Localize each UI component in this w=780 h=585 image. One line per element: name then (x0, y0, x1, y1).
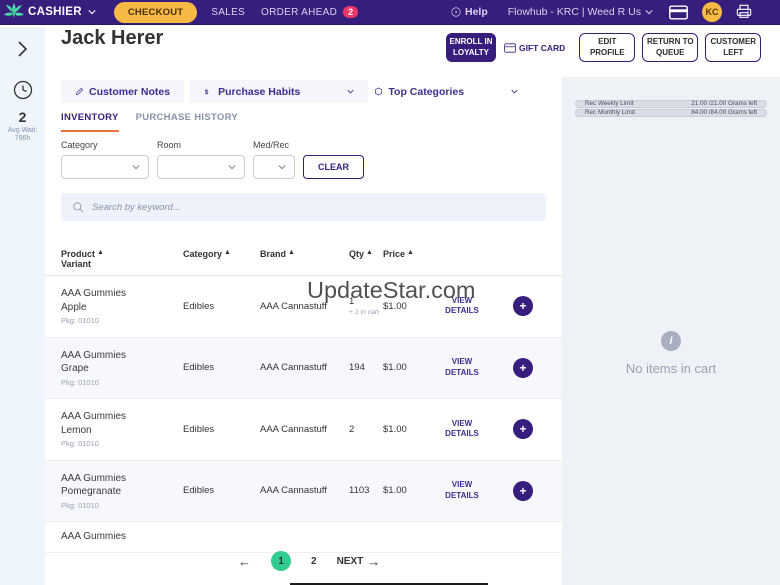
svg-text:$: $ (205, 89, 209, 96)
svg-text:?: ? (455, 10, 458, 15)
